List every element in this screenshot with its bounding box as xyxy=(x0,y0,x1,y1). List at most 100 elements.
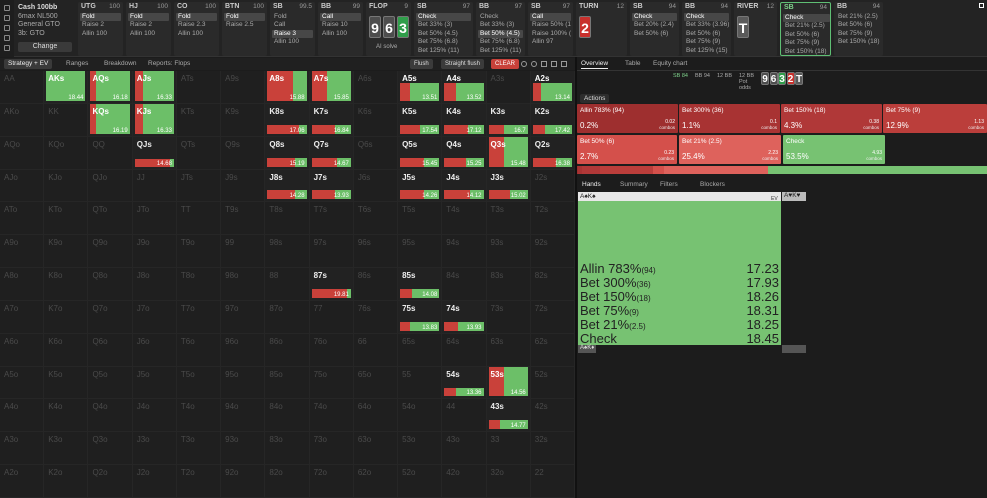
hand-cell[interactable]: 99 xyxy=(221,235,266,269)
hand-cell[interactable]: 33 xyxy=(486,432,531,466)
action-option[interactable]: Bet 50% (6) xyxy=(785,30,820,38)
hand-cell[interactable]: 85s 14.08 xyxy=(398,268,443,301)
hand-cell[interactable]: 52o xyxy=(398,465,443,498)
hand-cell[interactable]: A5s 13.51 xyxy=(398,71,443,104)
view-icon[interactable] xyxy=(561,61,567,67)
hand-cell[interactable]: K8o xyxy=(44,268,89,301)
hand-cell[interactable]: 74s 13.93 xyxy=(442,300,487,334)
hand-cell[interactable]: 64s xyxy=(442,333,487,367)
hand-cell[interactable]: 86s xyxy=(353,268,399,301)
hand-cell[interactable]: 98o xyxy=(221,268,266,301)
hand-cell[interactable]: 72s xyxy=(530,300,575,334)
action-option[interactable]: Bet 50% (4.5) xyxy=(418,29,458,37)
hand-cell[interactable]: 77 xyxy=(309,300,354,334)
hands-tab[interactable]: Hands xyxy=(582,181,601,188)
hand-cell[interactable]: A4o xyxy=(0,399,45,433)
action-option[interactable]: Bet 33% (3) xyxy=(418,21,453,29)
hand-cell[interactable]: A7o xyxy=(0,300,45,334)
hand-cell[interactable]: 83o xyxy=(265,432,310,466)
hand-cell[interactable]: AJo xyxy=(0,169,45,203)
hand-cell[interactable]: A2o xyxy=(0,465,45,498)
action-option[interactable]: Raise 2 xyxy=(130,21,153,29)
hand-cell[interactable]: K4o xyxy=(44,399,89,433)
hand-cell[interactable]: TT xyxy=(176,202,222,236)
hand-cell[interactable]: Q3s 15.48 xyxy=(486,136,531,170)
hand-cell[interactable]: J2s xyxy=(530,169,575,203)
clear-button[interactable]: CLEAR xyxy=(491,59,520,69)
action-option[interactable]: Bet 125% (15) xyxy=(686,46,728,54)
hand-cell[interactable]: Q5s 15.45 xyxy=(398,136,443,170)
action-box[interactable]: Bet 21% (2.5) 25.4% 2.23 combos xyxy=(679,135,781,164)
hand-cell[interactable]: J2o xyxy=(132,465,177,498)
hand-cell[interactable]: ATo xyxy=(0,202,45,236)
hand-cell[interactable]: 93o xyxy=(221,432,266,466)
street-column[interactable]: BB 94 Bet 21% (2.5) Bet 50% (6) Bet 75% (9) B… xyxy=(834,2,883,56)
hand-cell[interactable]: JTs xyxy=(176,169,222,203)
hand-cell[interactable]: 42s xyxy=(530,399,575,433)
hand-cell[interactable]: A9o xyxy=(0,235,45,269)
hand-cell[interactable]: Q6s xyxy=(353,136,399,170)
street-column[interactable]: BB 97 Check Bet 33% (3) Bet 50% (4.5) Bet 75%… xyxy=(476,2,525,56)
action-option[interactable]: Bet 75% (9) xyxy=(785,39,820,47)
action-box[interactable]: Bet 75% (9) 12.9% 1.13 combos xyxy=(883,104,987,133)
view-tab[interactable]: Ranges xyxy=(66,60,89,67)
hands-tab[interactable]: Filters xyxy=(660,181,678,188)
hand-cell[interactable]: 95o xyxy=(221,366,266,400)
hand-cell[interactable]: K7s 16.84 xyxy=(309,103,354,137)
hand-cell[interactable]: 55 xyxy=(398,366,443,400)
action-option[interactable]: Call xyxy=(530,13,571,21)
hand-cell[interactable]: A2s 13.14 xyxy=(530,71,575,104)
hand-cell[interactable]: 92s xyxy=(530,235,575,269)
action-option[interactable]: Check xyxy=(416,13,471,21)
hands-tab[interactable]: Summary xyxy=(620,181,648,188)
hand-cell[interactable]: 63s xyxy=(486,333,531,367)
change-button[interactable]: Change xyxy=(18,42,72,52)
hand-cell[interactable]: A6s xyxy=(353,71,399,104)
hand-cell[interactable]: JTo xyxy=(132,202,177,236)
hand-cell[interactable]: 97s xyxy=(309,235,354,269)
hands-tab[interactable]: Blockers xyxy=(700,181,725,188)
action-option[interactable]: Fold xyxy=(224,13,265,21)
hand-cell[interactable]: 54s 13.36 xyxy=(442,366,487,400)
hand-cell[interactable]: 75s 13.83 xyxy=(398,300,443,334)
hand-cell[interactable]: AQs 16.18 xyxy=(88,71,133,104)
hand-cell[interactable]: T3o xyxy=(176,432,222,466)
hand-cell[interactable]: 84o xyxy=(265,399,310,433)
action-option[interactable]: Raise 3 xyxy=(272,29,313,38)
hand-cell[interactable]: 43s 14.77 xyxy=(486,399,531,433)
hand-cell[interactable]: K6o xyxy=(44,333,89,367)
hand-cell[interactable]: 82o xyxy=(265,465,310,498)
hand-cell[interactable]: K8s 17.06 xyxy=(265,103,310,137)
action-option[interactable]: Fold xyxy=(176,13,217,21)
hand-cell[interactable]: 53o xyxy=(398,432,443,466)
hand-cell[interactable]: T5o xyxy=(176,366,222,400)
street-column[interactable]: BB 99 Call Raise 10 Allin 100 xyxy=(318,2,363,56)
action-box[interactable]: Bet 50% (6) 2.7% 0.23 combos xyxy=(577,135,677,164)
hand-cell[interactable]: 73s xyxy=(486,300,531,334)
hand-cell[interactable]: A8o xyxy=(0,268,45,301)
view-icon[interactable] xyxy=(531,61,537,67)
icon[interactable] xyxy=(4,35,10,41)
hand-cell[interactable]: T5s xyxy=(398,202,443,236)
hand-cell[interactable]: J7s 13.93 xyxy=(309,169,354,203)
action-option[interactable]: Allin 100 xyxy=(322,29,347,37)
action-option[interactable]: Bet 20% (2.4) xyxy=(634,21,674,29)
hand-cell[interactable]: 76s xyxy=(353,300,399,334)
icon[interactable] xyxy=(4,25,10,31)
hand-cell[interactable]: 94o xyxy=(221,399,266,433)
icon[interactable] xyxy=(4,5,10,11)
hand-cell[interactable]: 53s 14.56 xyxy=(486,366,531,400)
hand-cell[interactable]: K2s 17.42 xyxy=(530,103,575,137)
hand-cell[interactable]: J8o xyxy=(132,268,177,301)
hand-cell[interactable]: 95s xyxy=(398,235,443,269)
hand-cell[interactable]: 65o xyxy=(353,366,399,400)
street-column[interactable]: HJ 100 Fold Raise 2 Allin 100 xyxy=(126,2,171,56)
action-option[interactable]: Allin 100 xyxy=(82,29,107,37)
hand-cell[interactable]: T2o xyxy=(176,465,222,498)
hand-cell[interactable]: 94s xyxy=(442,235,487,269)
hand-cell[interactable]: A8s 15.88 xyxy=(265,71,310,104)
hand-cell[interactable]: AJs 16.33 xyxy=(132,71,177,104)
hand-cell[interactable]: T3s xyxy=(486,202,531,236)
hand-cell[interactable]: K6s xyxy=(353,103,399,137)
